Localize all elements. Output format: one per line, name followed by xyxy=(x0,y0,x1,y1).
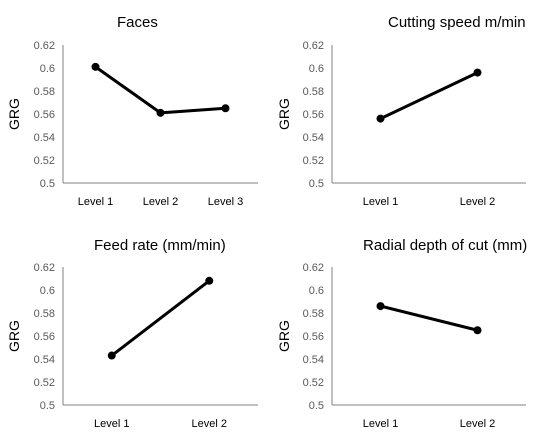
chart-title: Cutting speed m/min xyxy=(388,14,526,31)
y-tick-label: 0.6 xyxy=(309,63,324,75)
y-tick-label: 0.62 xyxy=(303,262,324,274)
x-tick-label: Level 1 xyxy=(78,196,113,208)
y-axis-label: GRG xyxy=(6,98,22,130)
data-point xyxy=(473,68,482,77)
y-tick-label: 0.58 xyxy=(303,86,324,98)
y-tick-label: 0.5 xyxy=(309,400,324,412)
y-tick-label: 0.58 xyxy=(303,308,324,320)
series-line xyxy=(379,71,479,121)
data-point xyxy=(376,302,385,311)
data-point xyxy=(473,326,482,335)
y-tick-label: 0.54 xyxy=(303,354,324,366)
x-tick-label: Level 3 xyxy=(208,196,243,208)
x-tick-label: Level 2 xyxy=(460,418,495,430)
y-tick-label: 0.58 xyxy=(34,86,55,98)
y-axis-label: GRG xyxy=(6,320,22,352)
y-tick-label: 0.58 xyxy=(34,308,55,320)
y-tick-label: 0.52 xyxy=(34,377,55,389)
data-point xyxy=(221,104,230,113)
y-tick-label: 0.5 xyxy=(40,178,55,190)
y-tick-label: 0.5 xyxy=(309,178,324,190)
x-tick-label: Level 1 xyxy=(94,418,129,430)
y-tick-label: 0.52 xyxy=(303,377,324,389)
chart-title: Radial depth of cut (mm) xyxy=(363,237,527,254)
y-tick-label: 0.52 xyxy=(34,155,55,167)
y-tick-label: 0.6 xyxy=(309,285,324,297)
y-tick-label: 0.62 xyxy=(34,40,55,52)
x-tick-label: Level 2 xyxy=(460,196,495,208)
chart-panel-2: Cutting speed m/min GRG 0.5 0.52 0.54 0.56 0.5… xyxy=(276,14,526,208)
y-tick-label: 0.62 xyxy=(34,262,55,274)
y-tick-label: 0.54 xyxy=(303,132,324,144)
y-axis-label: GRG xyxy=(276,98,292,130)
x-tick-label: Level 1 xyxy=(363,418,398,430)
y-tick-label: 0.56 xyxy=(34,331,55,343)
y-tick-label: 0.54 xyxy=(34,132,55,144)
series-line xyxy=(110,279,211,358)
chart-panel-3: Feed rate (mm/min) GRG 0.5 0.52 0.54 0.56 0.58… xyxy=(6,237,258,430)
y-tick-label: 0.5 xyxy=(40,400,55,412)
data-point xyxy=(107,351,116,360)
chart-title: Feed rate (mm/min) xyxy=(94,237,226,254)
y-tick-label: 0.52 xyxy=(303,155,324,167)
chart-panel-4: Radial depth of cut (mm) GRG 0.5 0.52 0.54 0.… xyxy=(276,237,527,430)
x-tick-label: Level 2 xyxy=(143,196,178,208)
chart-panel-1: Faces GRG 0.5 0.52 0.54 0.56 0.58 0.6 0.62 Level … xyxy=(6,14,258,208)
y-tick-label: 0.62 xyxy=(303,40,324,52)
data-point xyxy=(376,114,385,123)
chart-title: Faces xyxy=(117,14,158,31)
y-tick-label: 0.56 xyxy=(303,331,324,343)
series-line xyxy=(94,65,227,115)
series-line xyxy=(379,304,479,332)
y-tick-label: 0.56 xyxy=(34,109,55,121)
y-tick-label: 0.56 xyxy=(303,109,324,121)
x-tick-label: Level 2 xyxy=(192,418,227,430)
x-tick-label: Level 1 xyxy=(363,196,398,208)
data-point xyxy=(156,108,165,117)
y-tick-label: 0.6 xyxy=(40,63,55,75)
data-point xyxy=(205,276,214,285)
y-axis-label: GRG xyxy=(276,320,292,352)
data-point xyxy=(91,62,100,71)
y-tick-label: 0.6 xyxy=(40,285,55,297)
y-tick-label: 0.54 xyxy=(34,354,55,366)
